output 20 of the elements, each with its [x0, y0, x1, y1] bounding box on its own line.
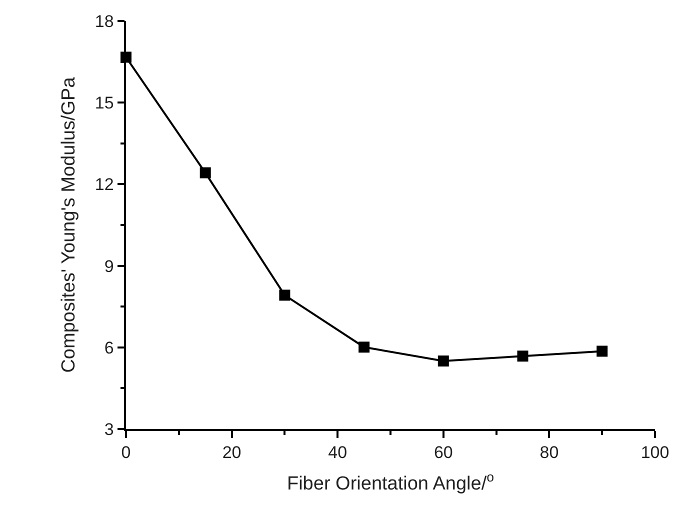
- point: [279, 290, 290, 301]
- x-tick-label: 0: [121, 443, 131, 462]
- x-tick-label: 20: [222, 443, 242, 462]
- x-tick-label: 80: [540, 443, 559, 462]
- x-tick-label: 60: [434, 443, 453, 462]
- x-axis-title: Fiber Orientation Angle/$^{o}$: [286, 469, 494, 494]
- point: [438, 356, 449, 366]
- y-axis-title: Composites' Young's Modulus/GPa: [58, 76, 80, 373]
- y-tick-label: 3: [104, 420, 114, 439]
- y-tick-label: 18: [94, 12, 114, 31]
- y-tick-label: 12: [94, 175, 114, 194]
- x-tick-label: 100: [640, 443, 670, 462]
- point: [358, 342, 370, 353]
- x-tick-label: 40: [328, 443, 348, 462]
- y-tick-label: 15: [94, 94, 114, 113]
- y-tick-label: 6: [104, 338, 114, 358]
- point: [596, 346, 608, 357]
- y-tick-label: 9: [104, 256, 114, 276]
- point: [200, 167, 211, 178]
- point: [517, 350, 528, 362]
